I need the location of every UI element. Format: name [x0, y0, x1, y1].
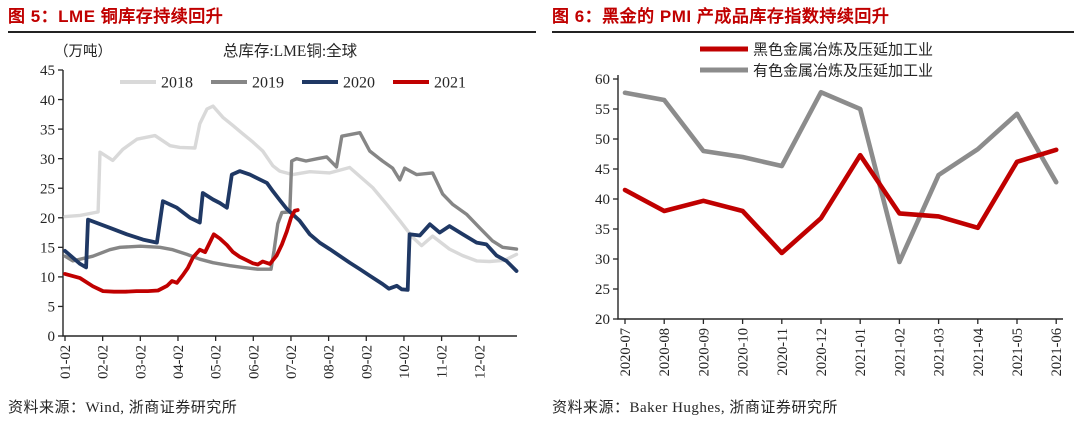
y-axis-unit-label: （万吨）	[54, 43, 112, 60]
x-tick-label: 05-02	[209, 345, 225, 379]
y-tick-label: 50	[595, 132, 610, 148]
y-tick-label: 30	[40, 152, 55, 168]
y-tick-label: 10	[40, 270, 55, 286]
x-tick-label: 2020-12	[814, 328, 830, 376]
x-tick-label: 2020-10	[736, 328, 752, 376]
y-tick-label: 35	[595, 222, 610, 238]
figure-6-title-rule	[552, 31, 1074, 33]
legend-label-2019: 2019	[252, 75, 284, 92]
y-tick-label: 5	[48, 300, 56, 316]
figure-5-panel: 图 5：LME 铜库存持续回升 0 5 10 15 20 25 30 35 40 45 01-02 0…	[8, 6, 536, 421]
x-tick-label: 11-02	[435, 345, 451, 378]
y-tick-label: 45	[40, 63, 55, 79]
x-tick-label: 01-02	[58, 345, 74, 379]
series-line-2021	[63, 208, 300, 294]
chart-subtitle: 总库存:LME铜:全球	[223, 42, 358, 60]
y-tick-label: 0	[48, 329, 56, 345]
series-line-2020	[63, 169, 519, 292]
x-tick-label: 2020-11	[775, 328, 791, 376]
x-tick-label: 04-02	[171, 345, 187, 379]
figure-6-title: 图 6：黑金的 PMI 产成品库存指数持续回升	[552, 7, 890, 26]
x-tick-label: 2020-08	[657, 328, 673, 376]
x-tick-label: 2021-03	[932, 328, 948, 376]
x-tick-label: 07-02	[284, 345, 300, 379]
y-tick-label: 40	[40, 93, 55, 109]
y-tick-label: 40	[595, 192, 610, 208]
x-tick-label: 2020-09	[696, 328, 712, 376]
series-line-2018	[63, 104, 519, 264]
y-tick-label: 30	[595, 252, 610, 268]
y-tick-label: 35	[40, 122, 55, 138]
figure-5-source-note: 资料来源：Wind, 浙商证券研究所	[8, 400, 238, 416]
x-tick-label: 10-02	[397, 345, 413, 379]
series-line-ferrous	[622, 147, 1059, 256]
legend-label-ferrous: 黑色金属冶炼及压延加工业	[753, 42, 933, 59]
x-tick-label: 03-02	[133, 345, 149, 379]
x-tick-label: 09-02	[359, 345, 375, 379]
y-tick-label: 15	[40, 241, 55, 257]
y-tick-label: 20	[595, 312, 610, 328]
y-tick-label: 25	[40, 181, 55, 197]
legend-label-2018: 2018	[161, 75, 193, 92]
figure-5-title: 图 5：LME 铜库存持续回升	[8, 7, 224, 26]
figure-6-source-note: 资料来源：Baker Hughes, 浙商证券研究所	[552, 400, 838, 416]
figure-5-title-rule	[8, 31, 536, 33]
y-tick-label: 45	[595, 162, 610, 178]
x-tick-label: 2021-05	[1010, 328, 1026, 376]
legend-label-nonferrous: 有色金属冶炼及压延加工业	[753, 63, 933, 80]
x-tick-label: 2021-02	[892, 328, 908, 376]
series-line-2019	[63, 130, 519, 271]
y-tick-label: 25	[595, 282, 610, 298]
x-tick-label: 2021-01	[853, 328, 869, 376]
y-tick-label: 55	[595, 102, 610, 118]
x-tick-label: 08-02	[322, 345, 338, 379]
y-tick-label: 20	[40, 211, 55, 227]
x-tick-label: 2020-07	[618, 328, 634, 376]
figure-5-line-chart: 0 5 10 15 20 25 30 35 40 45 01-02 02-02 03-02 04-02 05…	[40, 42, 519, 379]
figure-6-line-chart: 20 25 30 35 40 45 50 55 60 2020-07 2020-08 2020-09 2…	[595, 42, 1065, 377]
figure-6-panel: 图 6：黑金的 PMI 产成品库存指数持续回升 20 25 30 35 40 45 50 55…	[552, 6, 1074, 421]
x-tick-label: 02-02	[96, 345, 112, 379]
y-tick-label: 60	[595, 72, 610, 88]
legend-label-2020: 2020	[343, 75, 375, 92]
legend-label-2021: 2021	[434, 75, 466, 92]
x-tick-label: 12-02	[472, 345, 488, 379]
x-tick-label: 2021-06	[1049, 328, 1065, 376]
x-tick-label: 06-02	[246, 345, 262, 379]
x-tick-label: 2021-04	[971, 327, 987, 376]
series-line-nonferrous	[622, 89, 1059, 265]
